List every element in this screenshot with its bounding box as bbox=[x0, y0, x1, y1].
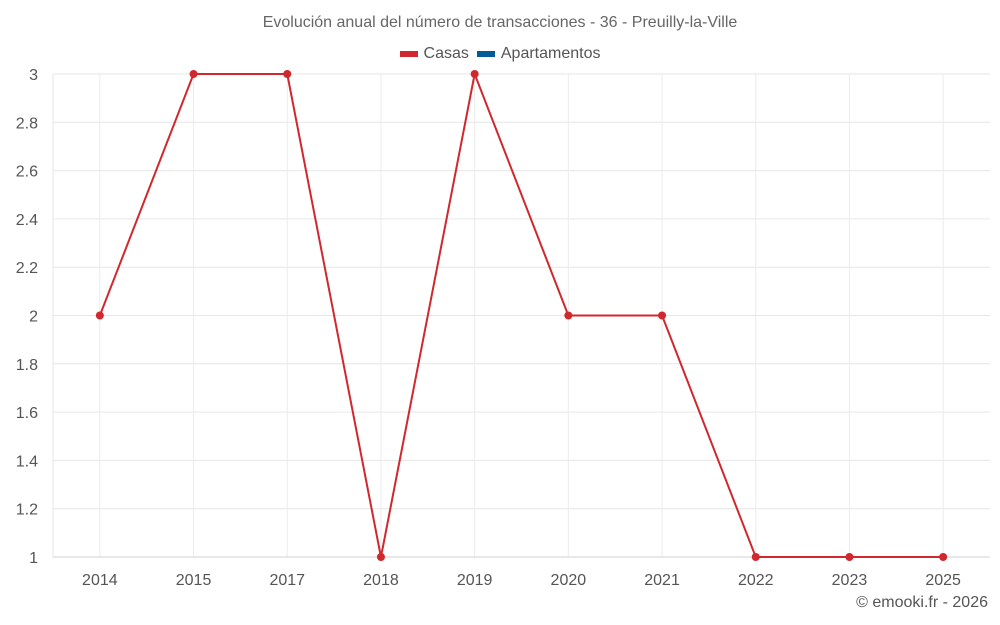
x-tick-label: 2021 bbox=[644, 572, 680, 589]
credit-text: © emooki.fr - 2026 bbox=[856, 594, 988, 611]
x-tick-label: 2019 bbox=[457, 572, 493, 589]
x-tick-label: 2014 bbox=[82, 572, 118, 589]
chart-legend: Casas Apartamentos bbox=[0, 45, 1000, 63]
legend-swatch-casas bbox=[399, 51, 418, 57]
data-point bbox=[189, 70, 198, 78]
x-tick-label: 2023 bbox=[832, 572, 868, 589]
data-point bbox=[751, 553, 760, 561]
x-tick-label: 2022 bbox=[738, 572, 774, 589]
y-tick-label: 1 bbox=[29, 550, 38, 567]
data-point bbox=[939, 553, 948, 561]
x-tick-label: 2018 bbox=[363, 572, 399, 589]
data-point bbox=[658, 311, 667, 320]
data-point bbox=[470, 70, 479, 78]
y-tick-label: 1.2 bbox=[16, 502, 38, 519]
y-tick-label: 1.4 bbox=[16, 453, 38, 470]
data-point bbox=[283, 70, 292, 78]
y-tick-label: 2 bbox=[29, 309, 38, 326]
y-tick-label: 2.6 bbox=[16, 164, 38, 181]
legend-label-apartamentos: Apartamentos bbox=[500, 45, 601, 62]
series-line-casas bbox=[98, 73, 944, 558]
data-point bbox=[95, 311, 104, 320]
data-point bbox=[564, 311, 573, 320]
legend-item-casas[interactable]: Casas bbox=[399, 45, 469, 63]
legend-swatch-apartamentos bbox=[476, 51, 495, 57]
legend-label-casas: Casas bbox=[423, 45, 469, 62]
chart-title: Evolución anual del número de transaccio… bbox=[262, 14, 738, 31]
x-tick-label: 2015 bbox=[176, 572, 212, 589]
y-tick-label: 2.8 bbox=[16, 115, 38, 132]
y-tick-label: 2.4 bbox=[16, 212, 38, 229]
x-tick-label: 2020 bbox=[551, 572, 587, 589]
y-tick-label: 2.2 bbox=[16, 260, 38, 277]
y-tick-label: 3 bbox=[29, 67, 38, 84]
y-tick-label: 1.8 bbox=[16, 357, 38, 374]
data-point bbox=[845, 553, 854, 561]
x-tick-label: 2017 bbox=[269, 572, 305, 589]
x-tick-label: 2025 bbox=[925, 572, 961, 589]
y-tick-label: 1.6 bbox=[16, 405, 38, 422]
data-point bbox=[376, 553, 385, 561]
legend-item-apartamentos[interactable]: Apartamentos bbox=[476, 45, 601, 63]
